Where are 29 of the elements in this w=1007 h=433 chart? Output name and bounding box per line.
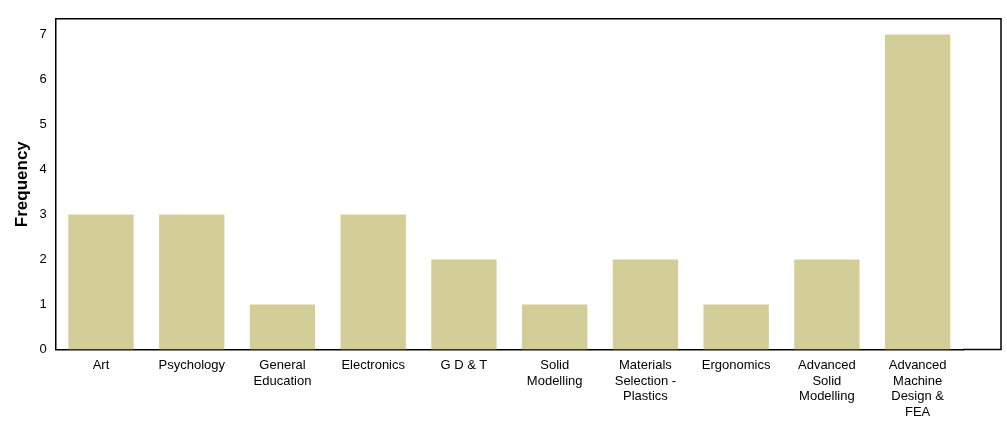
x-tick-label: Solid Modelling <box>526 356 583 388</box>
bar <box>522 304 588 350</box>
bar <box>794 259 860 350</box>
x-tick-label: G D & T <box>440 356 488 372</box>
bar <box>340 214 406 350</box>
bar <box>431 259 497 350</box>
x-tick-label: Advanced Solid Modelling <box>797 356 856 404</box>
y-tick-label: 6 <box>39 71 47 87</box>
bar <box>612 259 679 350</box>
y-axis-title: Frequency <box>11 140 31 228</box>
bar <box>249 304 316 350</box>
y-tick-label: 0 <box>39 341 47 357</box>
bar <box>159 214 225 350</box>
y-tick-label: 1 <box>39 296 47 312</box>
y-tick-label: 4 <box>39 161 47 177</box>
x-tick-label: Electronics <box>341 356 406 372</box>
x-tick-label: Materials Selection - Plastics <box>614 356 677 404</box>
y-tick-label: 2 <box>39 251 47 267</box>
bar <box>68 214 134 350</box>
x-tick-label: Psychology <box>158 356 226 372</box>
bar <box>884 34 951 350</box>
y-tick-label: 3 <box>39 206 47 222</box>
x-tick-label: Advanced Machine Design & FEA <box>888 356 947 419</box>
y-tick-label: 5 <box>39 116 47 132</box>
y-tick-label: 7 <box>39 26 47 42</box>
x-tick-label: General Education <box>253 356 312 388</box>
bar <box>703 304 769 350</box>
x-tick-label: Ergonomics <box>701 356 771 372</box>
x-tick-label: Art <box>92 356 110 372</box>
